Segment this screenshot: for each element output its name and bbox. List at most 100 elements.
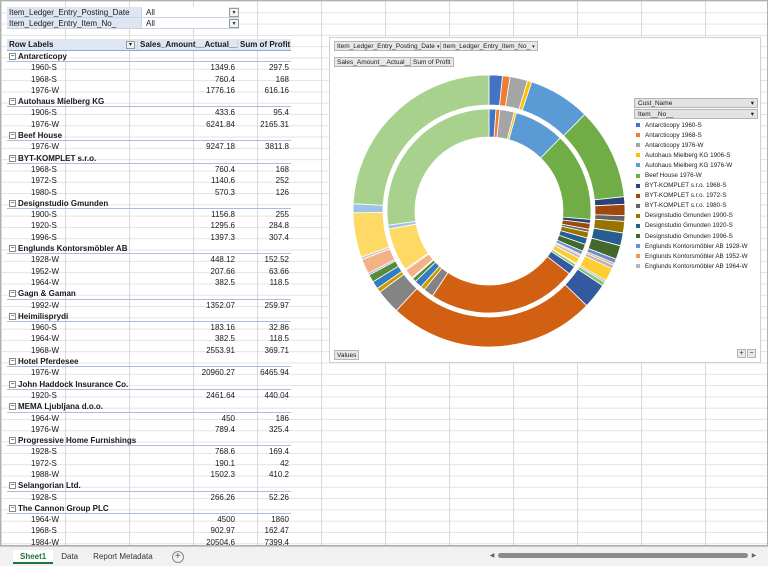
- pivot-item-row[interactable]: 1920-S 2461.64 440.04: [7, 390, 291, 401]
- scroll-thumb[interactable]: [498, 552, 748, 558]
- legend-item[interactable]: Designstudio Gmunden 1920-S: [634, 221, 758, 231]
- pivot-group-row[interactable]: − Designstudio Gmunden: [7, 198, 291, 210]
- legend-field-item-no[interactable]: Item__No__ ▾: [634, 109, 758, 119]
- collapse-toggle-icon[interactable]: −: [9, 437, 16, 445]
- donut-slice-sales-29[interactable]: [352, 74, 490, 206]
- collapse-toggle-icon[interactable]: −: [9, 98, 16, 106]
- spreadsheet-grid[interactable]: Item_Ledger_Entry_Posting_Date All ▾ Item_L…: [0, 0, 768, 548]
- pivot-item-row[interactable]: 1964-W 382.5 118.5: [7, 277, 291, 288]
- pivot-group-row[interactable]: − Gagn & Gaman: [7, 288, 291, 300]
- pivot-item-row[interactable]: 1928-S 768.6 169.4: [7, 446, 291, 457]
- scroll-left-icon[interactable]: ◀: [489, 552, 495, 559]
- pivot-item-row[interactable]: 1972-S 190.1 42: [7, 458, 291, 469]
- legend-item[interactable]: Antarcticopy 1968-S: [634, 130, 758, 140]
- pivot-item-row[interactable]: 1968-S 902.97 162.47: [7, 525, 291, 536]
- pivot-group-row[interactable]: − Progressive Home Furnishings: [7, 435, 291, 447]
- pivot-item-row[interactable]: 1976-W 20960.27 6465.94: [7, 367, 291, 378]
- scroll-right-icon[interactable]: ▶: [751, 552, 757, 559]
- pivot-group-row[interactable]: − The Cannon Group PLC: [7, 503, 291, 515]
- legend-item[interactable]: Designstudio Gmunden 1900-S: [634, 211, 758, 221]
- legend-item[interactable]: Autohaus Mielberg KG 1976-W: [634, 160, 758, 170]
- legend-item[interactable]: BYT-KOMPLET s.r.o. 1980-S: [634, 201, 758, 211]
- collapse-button[interactable]: −: [747, 349, 756, 358]
- legend-item[interactable]: BYT-KOMPLET s.r.o. 1972-S: [634, 191, 758, 201]
- collapse-toggle-icon[interactable]: −: [9, 482, 16, 490]
- collapse-toggle-icon[interactable]: −: [9, 53, 16, 60]
- pivot-item-row[interactable]: 1992-W 1352.07 259.97: [7, 300, 291, 311]
- chart-values-axis-button[interactable]: Values: [334, 350, 360, 360]
- pivot-group-row[interactable]: − Antarcticopy: [7, 51, 291, 63]
- pivot-item-row[interactable]: 1972-S 1140.6 252: [7, 175, 291, 186]
- chart-filter-item-no-button[interactable]: Item_Ledger_Entry_Item_No_ ▾: [440, 41, 538, 51]
- tab-data[interactable]: Data: [61, 551, 79, 561]
- pivot-item-row[interactable]: 1996-S 1397.3 307.4: [7, 232, 291, 243]
- pivot-group-row[interactable]: − Autohaus Mielberg KG: [7, 96, 291, 108]
- legend-item[interactable]: BYT-KOMPLET s.r.o. 1968-S: [634, 181, 758, 191]
- row-labels-filter-dropdown-icon[interactable]: ▾: [126, 41, 135, 49]
- pivot-group-row[interactable]: − Selangorian Ltd.: [7, 480, 291, 492]
- collapse-toggle-icon[interactable]: −: [9, 199, 16, 207]
- pivot-group-row[interactable]: − Hotel Pferdesee: [7, 356, 291, 368]
- pivot-item-row[interactable]: 1900-S 1156.8 255: [7, 209, 291, 220]
- collapse-toggle-icon[interactable]: −: [9, 154, 16, 162]
- filter-dropdown-icon[interactable]: ▾: [229, 8, 239, 17]
- legend-item[interactable]: Beef House 1976-W: [634, 170, 758, 180]
- pivot-group-row[interactable]: − Heimilisprydi: [7, 311, 291, 323]
- pivot-item-row[interactable]: 1976-W 9247.18 3811.8: [7, 141, 291, 152]
- pivot-item-row[interactable]: 1964-W 4500 1860: [7, 514, 291, 525]
- collapse-toggle-icon[interactable]: −: [9, 380, 16, 388]
- pivot-item-row[interactable]: 1976-W 1776.16 616.16: [7, 85, 291, 96]
- tab-sheet1[interactable]: Sheet1: [13, 549, 54, 564]
- collapse-toggle-icon[interactable]: −: [9, 358, 16, 366]
- pivot-group-row[interactable]: − Beef House: [7, 130, 291, 142]
- chart-filter-posting-date-button[interactable]: Item_Ledger_Entry_Posting_Date ▾: [334, 41, 443, 51]
- pivot-group-row[interactable]: − Englunds Kontorsmöbler AB: [7, 243, 291, 255]
- tab-report-metadata[interactable]: Report Metadata: [93, 551, 153, 561]
- collapse-toggle-icon[interactable]: −: [9, 245, 16, 253]
- pivot-item-row[interactable]: 1988-W 1502.3 410.2: [7, 469, 291, 480]
- donut-slice-profit-29[interactable]: [386, 108, 490, 226]
- pivot-item-row[interactable]: 1960-S 1349.6 297.5: [7, 62, 291, 73]
- legend-item[interactable]: Englunds Kontorsmöbler AB 1964-W: [634, 261, 758, 271]
- sum-of-profit-header[interactable]: Sum of Profit: [237, 39, 291, 50]
- collapse-toggle-icon[interactable]: −: [9, 132, 16, 140]
- pivot-item-row[interactable]: 1976-W 789.4 325.4: [7, 424, 291, 435]
- pivot-item-row[interactable]: 1906-S 433.6 95.4: [7, 107, 291, 118]
- pivot-item-row[interactable]: 1968-S 760.4 168: [7, 164, 291, 175]
- report-filter-value[interactable]: All: [141, 7, 229, 17]
- pivot-item-row[interactable]: 1968-S 760.4 168: [7, 74, 291, 85]
- chart-value-profit-button[interactable]: Sum of Profit: [410, 57, 454, 67]
- horizontal-scrollbar[interactable]: ◀ ▶: [488, 551, 758, 559]
- legend-field-cust-name[interactable]: Cust_Name ▾: [634, 98, 758, 108]
- pivot-group-row[interactable]: − MEMA Ljubljana d.o.o.: [7, 401, 291, 413]
- pivot-item-row[interactable]: 1980-S 570.3 126: [7, 187, 291, 198]
- add-sheet-button[interactable]: +: [171, 550, 184, 563]
- legend-item[interactable]: Englunds Kontorsmöbler AB 1928-W: [634, 241, 758, 251]
- pivot-item-row[interactable]: 1968-W 2553.91 369.71: [7, 345, 291, 356]
- pivot-item-row[interactable]: 1928-W 448.12 152.52: [7, 254, 291, 265]
- legend-item[interactable]: Autohaus Mielberg KG 1906-S: [634, 150, 758, 160]
- pivot-item-row[interactable]: 1976-W 6241.84 2165.31: [7, 119, 291, 130]
- pivot-group-row[interactable]: − John Haddock Insurance Co.: [7, 379, 291, 390]
- donut-chart[interactable]: [350, 72, 628, 350]
- pivot-item-row[interactable]: 1952-W 207.66 63.66: [7, 266, 291, 277]
- pivot-item-row[interactable]: 1984-W 20504.6 7399.4: [7, 537, 291, 548]
- pivot-item-row[interactable]: 1964-W 450 186: [7, 413, 291, 424]
- legend-item[interactable]: Designstudio Gmunden 1996-S: [634, 231, 758, 241]
- legend-item[interactable]: Antarcticopy 1960-S: [634, 120, 758, 130]
- pivot-item-row[interactable]: 1960-S 183.16 32.86: [7, 322, 291, 333]
- collapse-toggle-icon[interactable]: −: [9, 290, 16, 298]
- pivot-item-row[interactable]: 1928-S 266.26 52.26: [7, 492, 291, 503]
- expand-button[interactable]: +: [737, 349, 746, 358]
- legend-item[interactable]: Antarcticopy 1976-W: [634, 140, 758, 150]
- pivot-chart[interactable]: Item_Ledger_Entry_Posting_Date ▾ Item_Led…: [329, 37, 761, 363]
- row-labels-header[interactable]: Row Labels ▾: [7, 39, 137, 50]
- legend-item[interactable]: Englunds Kontorsmöbler AB 1952-W: [634, 251, 758, 261]
- donut-slice-sales-7[interactable]: [594, 203, 626, 217]
- pivot-item-row[interactable]: 1964-W 382.5 118.5: [7, 333, 291, 344]
- pivot-item-row[interactable]: 1920-S 1295.6 284.8: [7, 220, 291, 231]
- collapse-toggle-icon[interactable]: −: [9, 312, 16, 320]
- collapse-toggle-icon[interactable]: −: [9, 403, 16, 411]
- sales-amount-header[interactable]: Sales_Amount__Actual__: [137, 39, 238, 50]
- collapse-toggle-icon[interactable]: −: [9, 504, 16, 512]
